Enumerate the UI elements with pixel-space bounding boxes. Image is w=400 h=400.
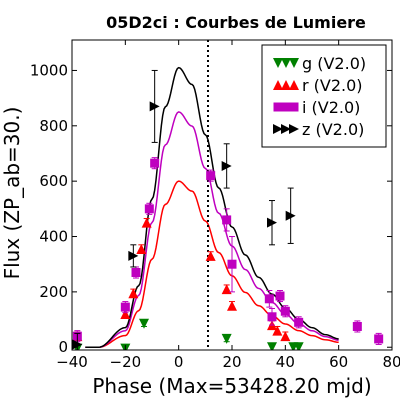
data-point-i xyxy=(120,302,130,312)
legend-label-g: g (V2.0) xyxy=(302,54,366,73)
x-tick-label: −20 xyxy=(110,353,142,371)
data-point-g xyxy=(139,318,149,329)
data-point-z xyxy=(285,210,296,221)
x-tick-label: 0 xyxy=(174,353,184,371)
x-axis-label: Phase (Max=53428.20 mjd) xyxy=(92,374,371,398)
x-tick-label: 20 xyxy=(222,353,241,371)
x-tick-label: 80 xyxy=(382,353,400,371)
legend-entry-i: i (V2.0) xyxy=(273,98,360,117)
data-point-r xyxy=(272,325,283,336)
legend-marker-r xyxy=(289,80,299,90)
series-r xyxy=(72,217,291,342)
data-points xyxy=(72,69,384,350)
data-point-i xyxy=(280,306,290,316)
data-point-r xyxy=(280,331,291,342)
plot-area xyxy=(72,40,384,350)
data-point-i xyxy=(294,317,304,327)
x-tick-label: 60 xyxy=(329,353,348,371)
data-point-r xyxy=(205,250,216,261)
data-point-r xyxy=(141,217,152,228)
y-axis-label: Flux (ZP_ab=30.) xyxy=(0,107,24,280)
y-tick-label: 400 xyxy=(39,228,68,246)
y-tick-label: 600 xyxy=(39,172,68,190)
data-point-i xyxy=(275,291,285,301)
legend-entry-r: r (V2.0) xyxy=(273,76,363,95)
legend-marker-i xyxy=(289,102,299,112)
data-point-i xyxy=(131,268,141,277)
x-tick-label: −40 xyxy=(56,353,88,371)
legend-label-z: z (V2.0) xyxy=(302,120,364,139)
legend-marker-i xyxy=(281,102,291,112)
data-point-i xyxy=(150,158,160,168)
data-point-i xyxy=(222,215,232,225)
legend-marker-z xyxy=(281,124,291,134)
data-point-r xyxy=(227,300,237,311)
legend: g (V2.0) r (V2.0) i (V2.0) z (V2.0) xyxy=(261,44,387,148)
data-point-i xyxy=(144,204,154,214)
data-point-i xyxy=(374,334,384,344)
y-tick-label: 800 xyxy=(39,117,68,135)
legend-entry-g: g (V2.0) xyxy=(273,54,366,73)
y-tick-label: 1000 xyxy=(30,61,68,79)
data-point-z xyxy=(128,250,139,261)
legend-entry-z: z (V2.0) xyxy=(273,120,364,139)
legend-marker-z xyxy=(273,124,283,134)
legend-marker-z xyxy=(289,124,299,134)
legend-marker-g xyxy=(273,58,283,68)
data-point-r xyxy=(128,288,139,299)
fit-curve-r xyxy=(85,180,339,348)
data-point-i xyxy=(352,321,362,331)
data-point-i xyxy=(267,312,277,322)
data-point-z xyxy=(267,217,277,228)
data-point-g xyxy=(221,333,232,344)
legend-label-i: i (V2.0) xyxy=(302,98,360,117)
legend-marker-g xyxy=(281,58,291,68)
data-point-z xyxy=(149,101,160,112)
series-z xyxy=(72,69,296,350)
data-point-r xyxy=(120,309,131,320)
data-point-g xyxy=(267,342,277,350)
legend-marker-g xyxy=(289,58,299,68)
legend-marker-i xyxy=(273,102,283,112)
data-point-i xyxy=(227,259,237,269)
series-g xyxy=(72,318,304,350)
series-i xyxy=(72,157,384,345)
data-point-r xyxy=(221,284,232,295)
data-point-i xyxy=(264,294,274,304)
data-point-i xyxy=(206,171,216,181)
y-tick-label: 0 xyxy=(58,338,68,356)
chart-title: 05D2ci : Courbes de Lumiere xyxy=(106,13,366,32)
x-tick-label: 40 xyxy=(276,353,295,371)
legend-marker-r xyxy=(281,80,291,90)
legend-marker-r xyxy=(273,80,283,90)
data-point-g xyxy=(293,342,304,350)
data-point-z xyxy=(221,160,232,171)
data-point-r xyxy=(136,243,147,254)
legend-label-r: r (V2.0) xyxy=(302,76,363,95)
y-tick-label: 200 xyxy=(39,283,68,301)
